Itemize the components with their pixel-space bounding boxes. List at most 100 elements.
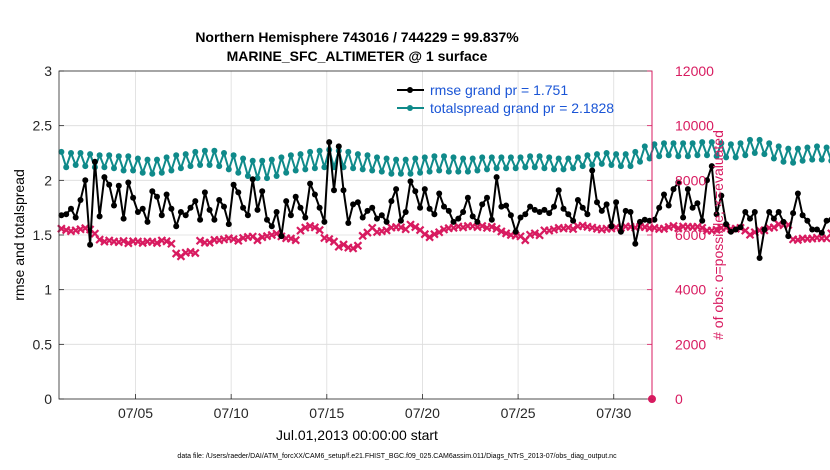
- rmse-point: [503, 202, 510, 209]
- totalspread-point: [311, 165, 318, 172]
- totalspread-point: [115, 153, 122, 160]
- rmse-point: [240, 204, 247, 211]
- totalspread-point: [249, 157, 256, 164]
- rmse-point: [369, 204, 376, 211]
- rmse-point: [455, 215, 462, 222]
- rmse-point: [426, 205, 433, 212]
- totalspread-point: [87, 151, 94, 158]
- totalspread-point: [216, 163, 223, 170]
- totalspread-point: [417, 169, 424, 176]
- totalspread-point: [531, 164, 538, 171]
- totalspread-point: [522, 164, 529, 171]
- rmse-point: [799, 212, 806, 219]
- rmse-point: [139, 205, 146, 212]
- rmse-point: [675, 179, 682, 186]
- totalspread-point: [617, 163, 624, 170]
- rmse-point: [378, 212, 385, 219]
- rmse-point: [761, 226, 768, 233]
- rmse-point: [641, 216, 648, 223]
- rmse-point: [646, 217, 653, 224]
- rmse-point: [321, 218, 328, 225]
- totalspread-point: [622, 151, 629, 158]
- rmse-point: [77, 197, 84, 203]
- totalspread-point: [656, 153, 663, 160]
- y-left-tick-label: 1.5: [33, 227, 53, 243]
- rmse-point: [613, 199, 620, 206]
- rmse-point: [541, 206, 548, 213]
- totalspread-point: [364, 152, 371, 159]
- rmse-point: [617, 228, 624, 235]
- totalspread-point: [106, 152, 113, 159]
- rmse-point: [340, 187, 347, 194]
- totalspread-point: [268, 156, 275, 163]
- rmse-point: [106, 181, 113, 188]
- rmse-point: [579, 204, 586, 211]
- totalspread-point: [283, 169, 290, 176]
- obs-evaluated-point: [477, 221, 487, 231]
- rmse-point: [627, 209, 634, 215]
- totalspread-point: [187, 163, 194, 170]
- totalspread-point: [101, 164, 108, 171]
- rmse-point: [412, 188, 419, 195]
- totalspread-point: [608, 162, 615, 168]
- rmse-point: [221, 203, 227, 210]
- totalspread-point: [613, 151, 620, 158]
- totalspread-point: [469, 155, 476, 162]
- rmse-point: [460, 209, 467, 215]
- y-right-tick-label: 6000: [675, 227, 706, 243]
- rmse-point: [96, 213, 103, 220]
- rmse-point: [302, 214, 309, 221]
- totalspread-point: [498, 154, 505, 161]
- rmse-point: [723, 221, 730, 228]
- rmse-point: [441, 203, 447, 210]
- totalspread-point: [589, 162, 596, 168]
- totalspread-series: [58, 136, 830, 182]
- totalspread-point: [72, 162, 79, 168]
- rmse-point: [287, 212, 294, 219]
- totalspread-point: [651, 141, 658, 148]
- totalspread-point: [493, 165, 500, 172]
- rmse-point: [488, 216, 495, 223]
- totalspread-point: [383, 155, 390, 162]
- rmse-point: [622, 207, 629, 214]
- rmse-point: [737, 224, 744, 231]
- rmse-point: [670, 186, 677, 193]
- totalspread-point: [130, 167, 137, 174]
- rmse-point: [158, 212, 165, 219]
- rmse-point: [747, 215, 753, 222]
- rmse-point: [689, 204, 696, 211]
- totalspread-point: [517, 154, 524, 161]
- totalspread-point: [684, 153, 691, 160]
- totalspread-point: [445, 168, 452, 175]
- rmse-point: [407, 178, 414, 185]
- totalspread-point: [541, 165, 548, 172]
- totalspread-point: [63, 164, 70, 171]
- rmse-point: [364, 207, 371, 214]
- rmse-point: [82, 177, 89, 184]
- totalspread-point: [201, 147, 208, 154]
- rmse-point: [254, 206, 261, 213]
- obs-evaluated-point: [310, 223, 320, 232]
- totalspread-point: [192, 148, 199, 155]
- rmse-point: [560, 205, 567, 212]
- x-axis-label: Jul.01,2013 00:00:00 start: [276, 427, 438, 443]
- totalspread-point: [555, 155, 562, 162]
- totalspread-point: [814, 143, 820, 150]
- rmse-point: [565, 211, 572, 218]
- totalspread-point: [139, 169, 146, 176]
- x-tick-label: 07/15: [309, 405, 344, 421]
- rmse-point: [345, 220, 352, 226]
- rmse-point: [235, 189, 242, 196]
- totalspread-point: [818, 156, 825, 163]
- rmse-point: [570, 217, 577, 224]
- rmse-point: [780, 218, 787, 225]
- x-tick-label: 07/10: [214, 405, 249, 421]
- obs-evaluated-point: [339, 240, 348, 249]
- legend-rmse-marker: [407, 87, 413, 93]
- rmse-point: [637, 218, 643, 225]
- totalspread-point: [450, 154, 457, 161]
- y-axis-left: 0 0.5 1 1.5 2 2.5 3: [33, 63, 64, 407]
- totalspread-point: [125, 153, 132, 160]
- rmse-point: [388, 198, 395, 205]
- rmse-point: [809, 226, 816, 233]
